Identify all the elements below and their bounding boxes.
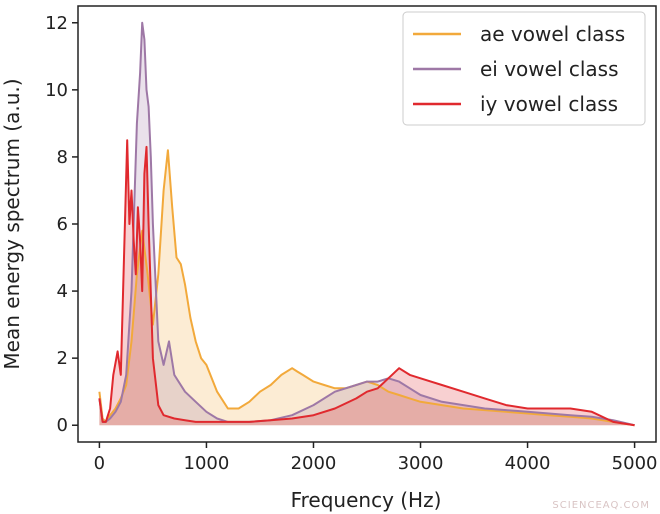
x-axis-ticks: 0 1000 2000 3000 4000 5000 bbox=[94, 442, 658, 474]
x-tick-label: 2000 bbox=[291, 453, 337, 474]
y-tick-label: 0 bbox=[57, 415, 68, 436]
y-tick-label: 4 bbox=[57, 281, 68, 302]
legend: ae vowel class ei vowel class iy vowel cla… bbox=[402, 11, 646, 126]
legend-label-1: ei vowel class bbox=[480, 57, 619, 81]
y-tick-label: 2 bbox=[57, 348, 68, 369]
y-tick-label: 12 bbox=[45, 13, 68, 34]
series-fill-0 bbox=[99, 150, 635, 426]
x-tick-label: 5000 bbox=[612, 453, 658, 474]
series-line-0 bbox=[98, 149, 635, 427]
x-tick-label: 4000 bbox=[505, 453, 551, 474]
series-fills bbox=[99, 22, 635, 426]
legend-box bbox=[402, 11, 646, 126]
series-fill-2 bbox=[99, 140, 635, 426]
y-tick-label: 10 bbox=[45, 80, 68, 101]
legend-label-0: ae vowel class bbox=[480, 22, 625, 46]
x-tick-label: 1000 bbox=[184, 453, 230, 474]
legend-label-2: iy vowel class bbox=[480, 92, 618, 116]
series-line-2 bbox=[98, 139, 635, 427]
y-tick-label: 8 bbox=[57, 147, 68, 168]
series-lines bbox=[98, 21, 635, 427]
x-axis-title: Frequency (Hz) bbox=[291, 488, 442, 512]
y-axis-ticks: 0 2 4 6 8 10 12 bbox=[45, 13, 78, 436]
series-fill-1 bbox=[99, 22, 635, 426]
watermark-text: SCIENCEAQ.COM bbox=[552, 500, 650, 511]
y-axis-title: Mean energy spectrum (a.u.) bbox=[0, 78, 24, 369]
y-tick-label: 6 bbox=[57, 214, 68, 235]
x-tick-label: 3000 bbox=[398, 453, 444, 474]
series-line-1 bbox=[98, 21, 635, 427]
x-tick-label: 0 bbox=[94, 453, 105, 474]
